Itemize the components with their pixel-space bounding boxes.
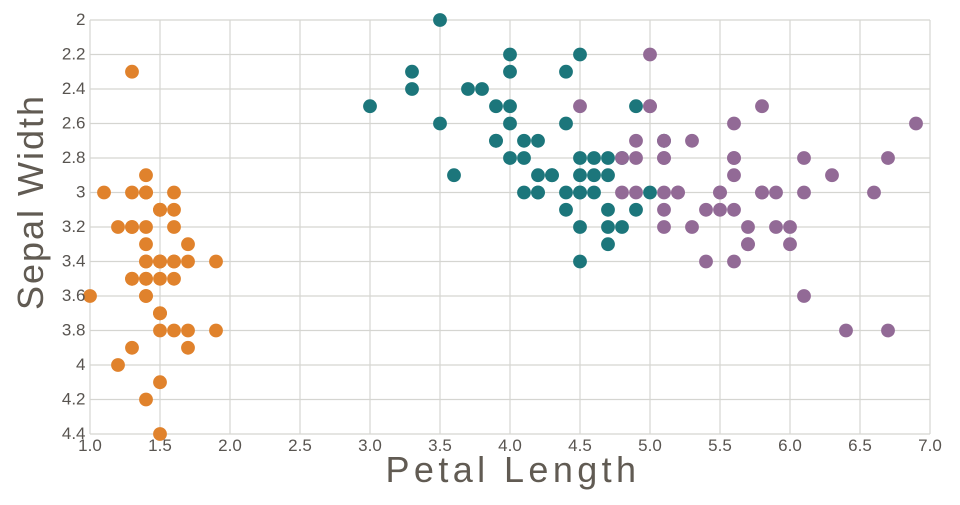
svg-text:1.0: 1.0 [78,436,102,455]
svg-text:4.5: 4.5 [568,436,592,455]
svg-text:3.5: 3.5 [428,436,452,455]
svg-text:3.4: 3.4 [62,252,86,271]
svg-text:2.6: 2.6 [62,114,86,133]
svg-text:3.0: 3.0 [358,436,382,455]
svg-text:7.0: 7.0 [918,436,942,455]
svg-text:6.5: 6.5 [848,436,872,455]
svg-text:5.0: 5.0 [638,436,662,455]
svg-text:6.0: 6.0 [778,436,802,455]
svg-text:2.0: 2.0 [218,436,242,455]
svg-text:Sepal Width: Sepal Width [10,94,51,310]
svg-text:3: 3 [76,183,85,202]
svg-text:5.5: 5.5 [708,436,732,455]
svg-text:3.6: 3.6 [62,286,86,305]
svg-text:4.2: 4.2 [62,390,86,409]
svg-text:3.8: 3.8 [62,321,86,340]
svg-text:Petal Length: Petal Length [386,449,641,490]
svg-text:1.5: 1.5 [148,436,172,455]
svg-text:2.5: 2.5 [288,436,312,455]
svg-text:2.4: 2.4 [62,79,86,98]
svg-text:4.0: 4.0 [498,436,522,455]
svg-text:2: 2 [76,10,85,29]
svg-text:4.4: 4.4 [62,424,86,443]
svg-text:3.2: 3.2 [62,217,86,236]
svg-text:4: 4 [76,355,85,374]
svg-text:2.2: 2.2 [62,45,86,64]
svg-text:2.8: 2.8 [62,148,86,167]
